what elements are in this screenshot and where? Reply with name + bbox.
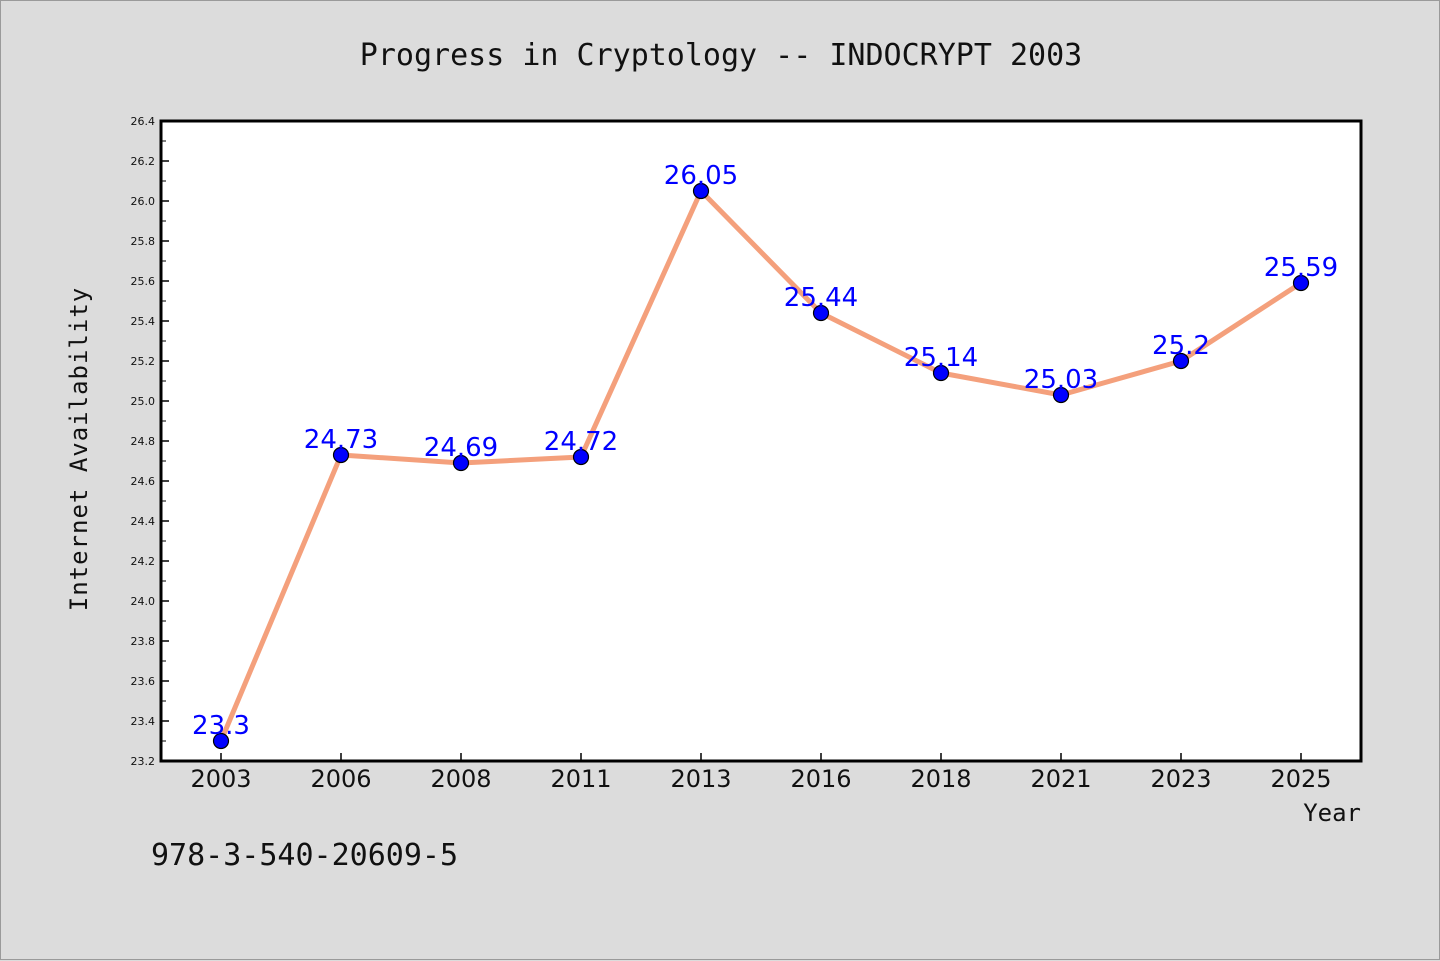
x-tick-label: 2021 (1030, 765, 1091, 793)
y-tick-label: 23.4 (131, 715, 156, 728)
y-tick-label: 24.4 (131, 515, 156, 528)
y-tick-label: 25.6 (131, 275, 156, 288)
isbn-footer: 978-3-540-20609-5 (151, 838, 458, 873)
y-tick-label: 23.2 (131, 755, 156, 768)
data-point (1052, 386, 1070, 404)
y-axis-label: Internet Availability (65, 287, 93, 611)
y-tick-label: 24.6 (131, 475, 156, 488)
x-tick-label: 2018 (910, 765, 971, 793)
data-label: 25.2 (1152, 331, 1210, 361)
data-label: 25.14 (904, 343, 978, 373)
y-axis-ticks: 23.2 23.4 23.6 23.8 24.0 24.2 24.4 24.6 24.8 25.0… (131, 115, 169, 768)
data-label: 24.69 (424, 433, 498, 463)
y-tick-label: 23.6 (131, 675, 156, 688)
data-label: 25.44 (784, 283, 858, 313)
y-tick-label: 24.8 (131, 435, 156, 448)
y-tick-label: 25.4 (131, 315, 156, 328)
data-point (452, 454, 470, 472)
data-point (1172, 352, 1190, 370)
y-tick-label: 25.0 (131, 395, 156, 408)
x-tick-label: 2013 (670, 765, 731, 793)
x-axis-label: Year (1303, 799, 1361, 827)
x-tick-label: 2003 (190, 765, 251, 793)
series-line (218, 188, 1303, 742)
data-labels: 23.3 24.73 24.69 24.72 26.05 25.44 25.14 25.03 2… (192, 161, 1338, 741)
y-tick-label: 26.0 (131, 195, 156, 208)
data-label: 25.03 (1024, 365, 1098, 395)
y-tick-label: 24.0 (131, 595, 156, 608)
y-tick-label: 26.4 (131, 115, 156, 128)
data-point (332, 446, 350, 464)
data-point (812, 304, 830, 322)
y-tick-label: 24.2 (131, 555, 156, 568)
data-label: 24.73 (304, 425, 378, 455)
data-point (692, 182, 710, 200)
data-point (572, 448, 590, 466)
y-tick-label: 23.8 (131, 635, 156, 648)
x-tick-label: 2016 (790, 765, 851, 793)
x-axis-ticks: 2003 2006 2008 2011 2013 2016 2018 2021 2023 2025 (190, 753, 1332, 793)
data-label: 25.59 (1264, 253, 1338, 283)
x-tick-label: 2008 (430, 765, 491, 793)
x-tick-label: 2025 (1270, 765, 1331, 793)
data-point (932, 364, 950, 382)
plot-area (159, 119, 1363, 763)
chart-title: Progress in Cryptology -- INDOCRYPT 2003 (360, 38, 1082, 73)
data-label: 24.72 (544, 427, 618, 457)
x-tick-label: 2023 (1150, 765, 1211, 793)
data-label: 23.3 (192, 711, 250, 741)
x-tick-label: 2011 (550, 765, 611, 793)
y-tick-label: 26.2 (131, 155, 156, 168)
y-tick-label: 25.2 (131, 355, 156, 368)
y-tick-label: 25.8 (131, 235, 156, 248)
data-label: 26.05 (664, 161, 738, 191)
data-points (212, 182, 1310, 750)
x-tick-label: 2006 (310, 765, 371, 793)
data-point (1292, 274, 1310, 292)
data-point (212, 732, 230, 750)
